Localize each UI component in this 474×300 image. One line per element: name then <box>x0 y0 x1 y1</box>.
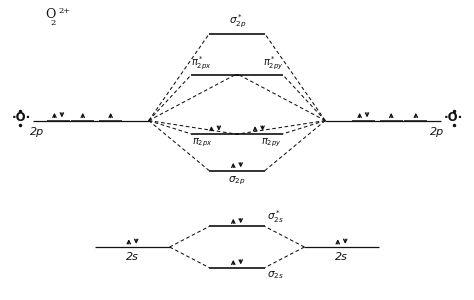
Text: $\pi^*_{2px}$: $\pi^*_{2px}$ <box>191 55 211 72</box>
Text: ·O·: ·O· <box>443 111 463 124</box>
Text: 2+: 2+ <box>58 7 70 15</box>
Text: $\sigma_{2p}$: $\sigma_{2p}$ <box>228 174 246 187</box>
Text: O: O <box>46 8 56 21</box>
Text: $\pi_{2px}$: $\pi_{2px}$ <box>192 136 213 148</box>
Text: ·O·: ·O· <box>11 111 31 124</box>
Text: $\sigma^*_{2p}$: $\sigma^*_{2p}$ <box>229 13 246 30</box>
Text: 2: 2 <box>51 19 56 27</box>
Text: $\sigma^*_{2s}$: $\sigma^*_{2s}$ <box>267 208 284 225</box>
Text: $\pi_{2py}$: $\pi_{2py}$ <box>261 136 282 148</box>
Text: 2p: 2p <box>429 127 444 137</box>
Text: 2s: 2s <box>126 252 139 262</box>
Text: $\sigma_{2s}$: $\sigma_{2s}$ <box>267 269 284 281</box>
Text: 2s: 2s <box>335 252 348 262</box>
Text: 2p: 2p <box>30 127 45 137</box>
Text: $\pi^*_{2py}$: $\pi^*_{2py}$ <box>263 55 283 72</box>
